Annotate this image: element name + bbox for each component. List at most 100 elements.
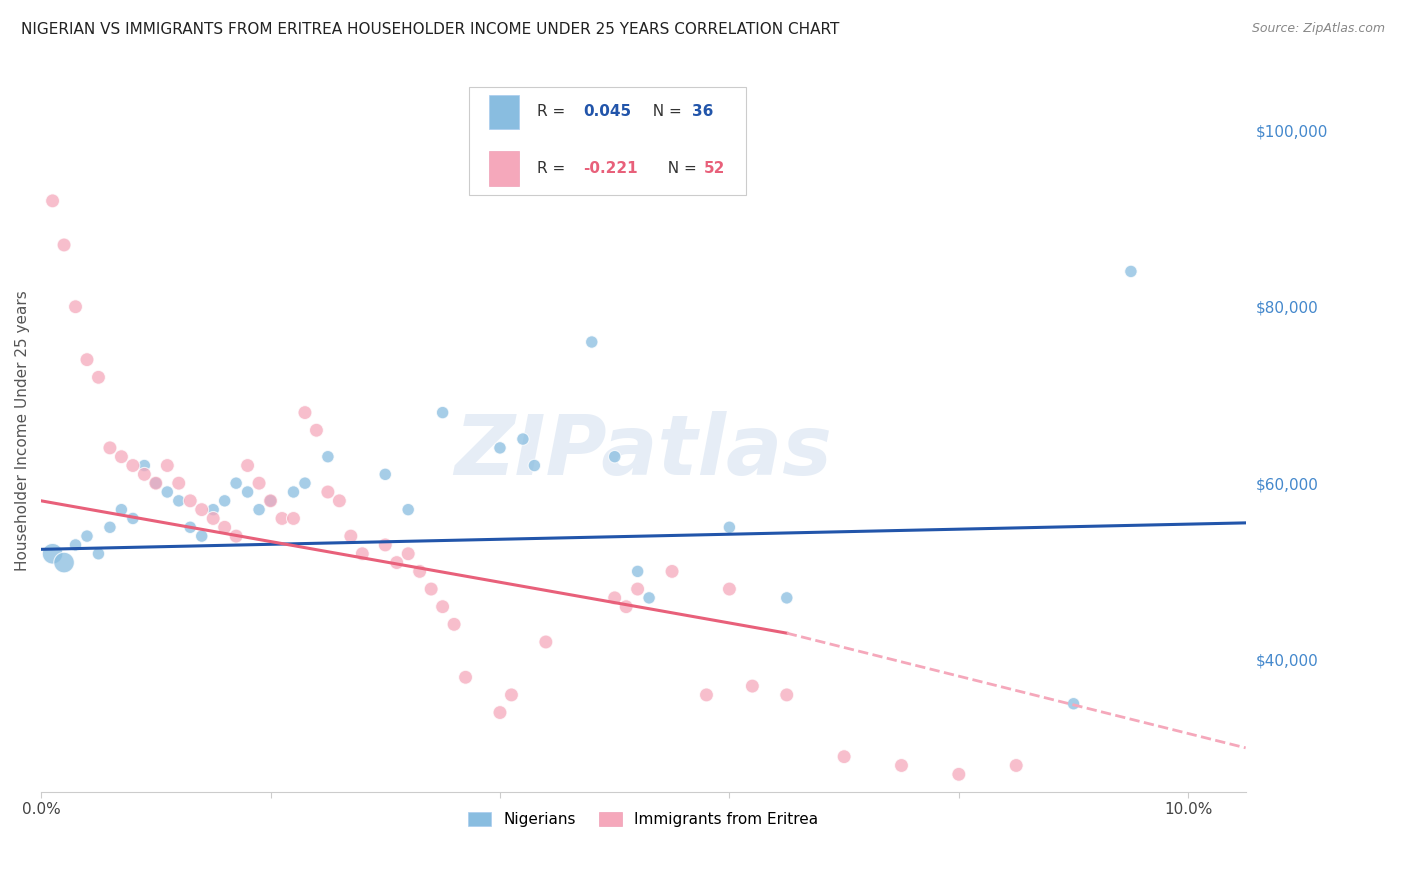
Point	[202, 511, 225, 525]
Point	[145, 476, 167, 491]
Text: Source: ZipAtlas.com: Source: ZipAtlas.com	[1251, 22, 1385, 36]
Point	[236, 485, 259, 500]
Point	[134, 467, 156, 482]
Text: -0.221: -0.221	[583, 161, 638, 176]
Point	[443, 617, 465, 632]
Point	[627, 565, 650, 579]
Point	[122, 458, 145, 473]
Point	[385, 556, 408, 570]
Point	[718, 582, 741, 596]
Point	[41, 547, 63, 561]
Text: 36: 36	[692, 104, 713, 120]
Point	[890, 758, 912, 772]
Point	[454, 670, 477, 684]
Point	[501, 688, 523, 702]
Point	[718, 520, 741, 534]
Point	[65, 538, 87, 552]
Point	[316, 450, 339, 464]
Point	[167, 476, 190, 491]
Point	[53, 556, 76, 570]
Bar	[489, 95, 519, 129]
Point	[1063, 697, 1085, 711]
Point	[340, 529, 363, 543]
Point	[87, 370, 110, 384]
Point	[98, 441, 121, 455]
Point	[776, 688, 799, 702]
Point	[523, 458, 546, 473]
Text: R =: R =	[537, 104, 571, 120]
Point	[190, 502, 212, 516]
Text: N =: N =	[658, 161, 702, 176]
Point	[627, 582, 650, 596]
Point	[432, 406, 454, 420]
Point	[396, 502, 419, 516]
Point	[156, 458, 179, 473]
Text: 0.045: 0.045	[583, 104, 631, 120]
Point	[247, 476, 270, 491]
Point	[695, 688, 717, 702]
Point	[98, 520, 121, 534]
Point	[638, 591, 661, 605]
Point	[236, 458, 259, 473]
Point	[225, 529, 247, 543]
Point	[179, 493, 201, 508]
Point	[110, 502, 132, 516]
Point	[283, 511, 305, 525]
Point	[396, 547, 419, 561]
Text: ZIPatlas: ZIPatlas	[454, 411, 832, 492]
Point	[328, 493, 350, 508]
Point	[614, 599, 637, 614]
Point	[1119, 264, 1142, 278]
Point	[352, 547, 374, 561]
Point	[271, 511, 294, 525]
Point	[603, 591, 626, 605]
Point	[512, 432, 534, 446]
Point	[316, 485, 339, 500]
Point	[190, 529, 212, 543]
Point	[408, 565, 430, 579]
Point	[294, 406, 316, 420]
Point	[247, 502, 270, 516]
Point	[283, 485, 305, 500]
Point	[122, 511, 145, 525]
Point	[1005, 758, 1028, 772]
Text: NIGERIAN VS IMMIGRANTS FROM ERITREA HOUSEHOLDER INCOME UNDER 25 YEARS CORRELATIO: NIGERIAN VS IMMIGRANTS FROM ERITREA HOUS…	[21, 22, 839, 37]
Point	[87, 547, 110, 561]
Text: 52: 52	[703, 161, 725, 176]
Point	[167, 493, 190, 508]
Point	[134, 458, 156, 473]
Point	[53, 238, 76, 252]
Point	[741, 679, 763, 693]
Point	[581, 334, 603, 349]
Y-axis label: Householder Income Under 25 years: Householder Income Under 25 years	[15, 290, 30, 571]
Point	[41, 194, 63, 208]
Point	[603, 450, 626, 464]
Point	[294, 476, 316, 491]
Point	[259, 493, 281, 508]
Point	[661, 565, 683, 579]
Bar	[489, 151, 519, 186]
Point	[534, 635, 557, 649]
Point	[489, 441, 512, 455]
Point	[489, 706, 512, 720]
Point	[110, 450, 132, 464]
Text: R =: R =	[537, 161, 571, 176]
FancyBboxPatch shape	[468, 87, 745, 195]
Legend: Nigerians, Immigrants from Eritrea: Nigerians, Immigrants from Eritrea	[461, 805, 825, 835]
Point	[214, 493, 236, 508]
Point	[374, 467, 396, 482]
Point	[432, 599, 454, 614]
Point	[145, 476, 167, 491]
Point	[948, 767, 970, 781]
Point	[776, 591, 799, 605]
Point	[305, 423, 328, 437]
Point	[76, 529, 98, 543]
Point	[76, 352, 98, 367]
Point	[225, 476, 247, 491]
Point	[179, 520, 201, 534]
Point	[832, 749, 855, 764]
Point	[420, 582, 443, 596]
Text: N =: N =	[644, 104, 688, 120]
Point	[374, 538, 396, 552]
Point	[202, 502, 225, 516]
